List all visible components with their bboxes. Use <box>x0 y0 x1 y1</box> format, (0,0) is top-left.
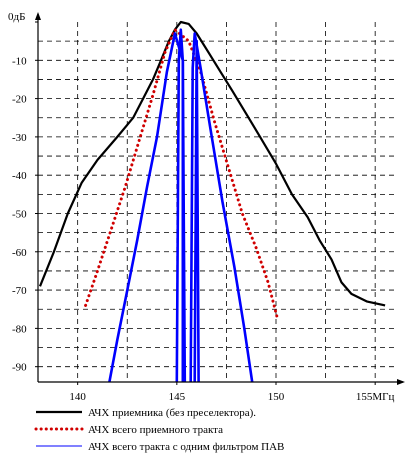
grid <box>38 22 395 382</box>
legend-label-2: АЧХ всего приемного тракта <box>88 424 223 436</box>
y-tick-label: -40 <box>12 170 27 182</box>
y-axis-arrow <box>35 12 41 20</box>
series-line-6 <box>193 39 200 383</box>
y-tick-label: -60 <box>12 247 27 259</box>
legend-label-3: АЧХ всего тракта с одним фильтром ПАВ <box>88 441 284 453</box>
tick-labels: 0дБ -10 -20 -30 -40 -50 -60 -70 -80 -90 140 145 150 1… <box>8 11 395 403</box>
series-line-5 <box>175 28 185 383</box>
legend: АЧХ приемника (без преселектора). АЧХ все… <box>34 407 284 453</box>
y-tick-label: -10 <box>12 55 27 67</box>
y-tick-label: -70 <box>12 285 27 297</box>
x-tick-label: 145 <box>169 391 186 403</box>
axes <box>35 12 405 385</box>
y-tick-label: -30 <box>12 132 27 144</box>
x-tick-label: 140 <box>69 391 86 403</box>
x-axis-arrow <box>397 379 405 385</box>
y-tick-label: 0дБ <box>8 11 25 23</box>
x-tick-label: 150 <box>268 391 285 403</box>
y-tick-label: -90 <box>12 362 27 374</box>
y-tick-label: -20 <box>12 94 27 106</box>
series-line-1 <box>38 20 386 307</box>
legend-label-1: АЧХ приемника (без преселектора). <box>88 407 256 419</box>
y-tick-label: -80 <box>12 323 27 335</box>
y-tick-label: -50 <box>12 208 27 220</box>
series-group <box>38 20 386 383</box>
x-tick-label: 155МГц <box>356 391 395 403</box>
series-line-4 <box>189 32 254 383</box>
series-line-2 <box>84 28 280 323</box>
